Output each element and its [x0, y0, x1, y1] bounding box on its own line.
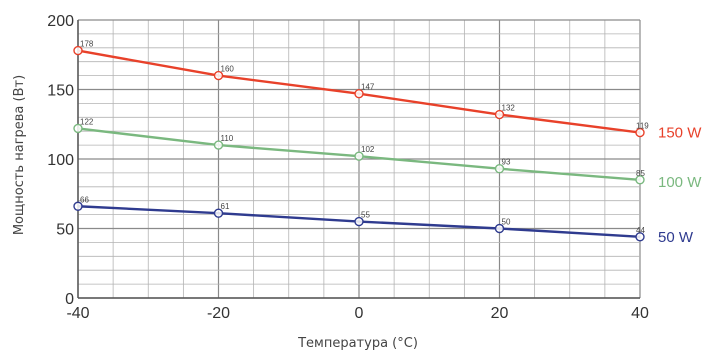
data-point	[494, 109, 505, 120]
data-label: 55	[361, 211, 370, 220]
series-3: 66 61 55 50 44 50 W	[73, 195, 694, 246]
series-layer: 178 160 147 132 119 150 W 122 110 102 93 85 100 W 66…	[73, 40, 702, 246]
series-name-label: 150 W	[658, 125, 702, 142]
data-point	[635, 175, 645, 185]
data-label: 160	[221, 65, 235, 74]
data-point	[73, 45, 83, 56]
data-label: 61	[221, 202, 230, 211]
y-axis-title: Мощность нагрева (Вт)	[12, 75, 27, 235]
data-point	[635, 232, 645, 242]
series-2: 122 110 102 93 85 100 W	[73, 117, 702, 191]
data-label: 110	[221, 134, 234, 143]
x-tick-label: 40	[631, 305, 649, 322]
series-1: 178 160 147 132 119 150 W	[73, 40, 702, 142]
data-label: 93	[502, 158, 511, 167]
data-label: 119	[636, 122, 649, 131]
data-point	[213, 208, 224, 218]
tick-labels: -40 -20 0 20 40 0 50 100 150 200	[47, 13, 649, 322]
data-label: 122	[80, 117, 94, 126]
data-label: 44	[636, 226, 645, 235]
x-tick-label: -40	[66, 305, 89, 322]
data-label: 178	[80, 40, 94, 49]
y-tick-label: 0	[65, 291, 74, 308]
data-point	[354, 216, 364, 227]
series-name-label: 50 W	[658, 229, 694, 246]
data-label: 102	[361, 145, 375, 154]
y-tick-label: 50	[56, 222, 74, 239]
y-tick-label: 200	[47, 13, 74, 30]
data-point	[635, 127, 645, 138]
data-point	[73, 201, 83, 211]
data-label: 50	[502, 218, 511, 227]
y-tick-label: 150	[47, 83, 74, 100]
y-tick-label: 100	[47, 152, 74, 169]
data-label: 85	[636, 169, 645, 178]
data-label: 132	[502, 104, 516, 113]
x-tick-label: 0	[355, 305, 364, 322]
data-point	[494, 223, 505, 234]
x-tick-label: 20	[491, 305, 509, 322]
data-point	[213, 70, 224, 81]
x-axis-title: Температура (°C)	[297, 336, 418, 351]
data-point	[494, 164, 505, 174]
data-point	[354, 151, 364, 161]
data-point	[73, 123, 83, 134]
data-label: 66	[80, 195, 89, 204]
data-point	[213, 140, 224, 150]
series-name-label: 100 W	[658, 174, 702, 191]
x-tick-label: -20	[207, 305, 230, 322]
data-point	[354, 88, 364, 99]
data-label: 147	[361, 83, 375, 92]
